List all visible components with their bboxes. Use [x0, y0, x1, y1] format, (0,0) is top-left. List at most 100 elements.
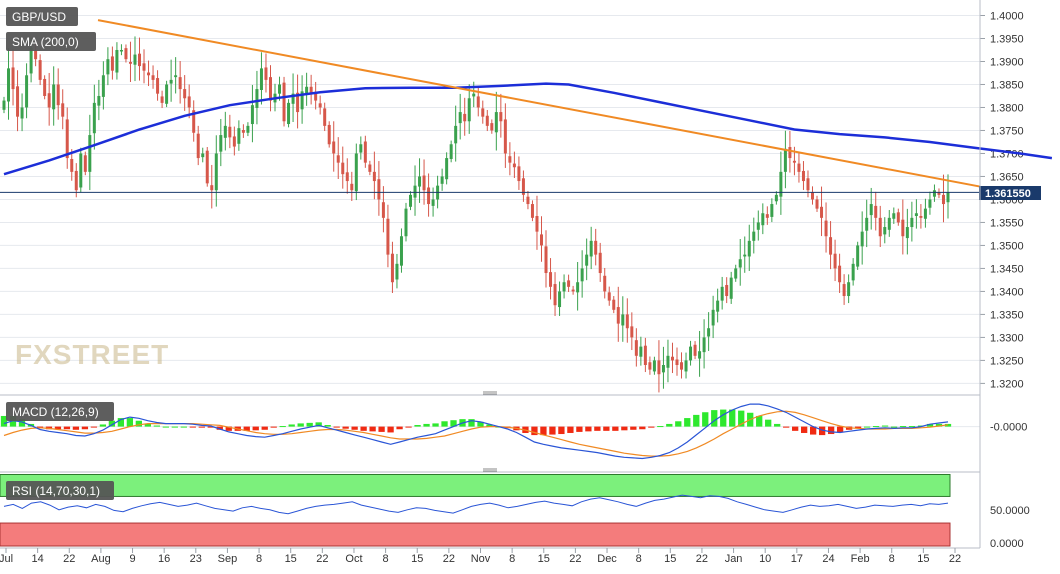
- macd-histogram-bar: [594, 426, 601, 431]
- time-tick-label: 8: [509, 553, 515, 565]
- macd-histogram-bar: [72, 426, 80, 430]
- candle-body: [928, 199, 932, 208]
- macd-histogram-bar: [567, 426, 574, 433]
- macd-histogram-bar: [81, 426, 89, 430]
- candle-body: [97, 95, 101, 106]
- candle-body: [169, 79, 173, 84]
- candle-body: [142, 63, 146, 71]
- macd-histogram-bar: [836, 426, 844, 433]
- price-tick-label: 1.3850: [990, 79, 1024, 91]
- candle-body: [160, 96, 164, 103]
- macd-histogram-bar: [432, 423, 439, 427]
- macd-histogram-bar: [630, 426, 637, 430]
- candle-body: [327, 124, 331, 145]
- price-tick-label: 1.3250: [990, 355, 1024, 367]
- candle-body: [11, 67, 15, 90]
- candle-body: [643, 345, 647, 366]
- macd-histogram-bar: [720, 409, 727, 427]
- candle-body: [639, 346, 643, 357]
- candle-body: [770, 204, 774, 217]
- candle-body: [183, 89, 187, 99]
- candle-body: [589, 240, 593, 257]
- candle-body: [409, 194, 413, 207]
- macd-histogram-bar: [414, 424, 421, 427]
- macd-histogram-bar: [926, 423, 934, 427]
- candle-body: [192, 110, 196, 133]
- macd-histogram-bar: [63, 426, 71, 430]
- time-tick-label: Jan: [725, 553, 743, 565]
- macd-histogram-bar: [648, 426, 655, 428]
- candle-body: [616, 307, 620, 324]
- candle-body: [517, 166, 521, 182]
- candle-body: [232, 136, 236, 147]
- candle-body: [246, 125, 250, 133]
- symbol-label-box: GBP/USD: [6, 7, 78, 26]
- candle-body: [512, 163, 516, 168]
- candle-body: [576, 282, 580, 293]
- candle-body: [792, 160, 796, 163]
- candle-body: [838, 265, 842, 283]
- candle-body: [829, 237, 833, 255]
- candle-body: [634, 340, 638, 356]
- macd-histogram-bar: [243, 426, 250, 431]
- time-tick-label: 24: [822, 553, 834, 565]
- rsi-oversold-zone: [0, 522, 951, 547]
- candle-body: [287, 102, 291, 125]
- watermark: FXSTREET: [15, 339, 169, 370]
- macd-histogram-bar: [378, 426, 385, 432]
- macd-histogram-bar: [738, 410, 745, 427]
- candle-body: [268, 77, 272, 101]
- time-tick-label: 15: [664, 553, 676, 565]
- time-tick-label: 22: [949, 553, 961, 565]
- macd-histogram-bar: [899, 426, 907, 428]
- macd-histogram-bar: [90, 426, 98, 428]
- candle-body: [259, 68, 263, 90]
- candle-body: [670, 356, 674, 361]
- macd-histogram-bar: [863, 426, 871, 428]
- candle-body: [539, 234, 543, 246]
- candle-body: [431, 199, 435, 206]
- macd-histogram-bar: [306, 422, 313, 427]
- candle-body: [887, 217, 891, 230]
- price-tick-label: 1.3300: [990, 332, 1024, 344]
- candle-body: [38, 60, 42, 80]
- candle-body: [2, 100, 6, 110]
- candle-body: [88, 135, 92, 172]
- time-tick-label: 16: [158, 553, 170, 565]
- candle-body: [752, 231, 756, 241]
- candle-body: [874, 205, 878, 218]
- macd-histogram-bar: [360, 426, 367, 431]
- candle-body: [684, 360, 688, 372]
- time-tick-label: 15: [538, 553, 550, 565]
- macd-histogram-bar: [549, 426, 556, 435]
- candle-body: [418, 176, 422, 187]
- candle-body: [454, 125, 458, 144]
- candle-body: [607, 292, 611, 301]
- candle-body: [210, 185, 214, 191]
- candle-body: [801, 170, 805, 182]
- candle-body: [223, 125, 227, 138]
- time-tick-label: Sep: [218, 553, 238, 565]
- candle-body: [783, 148, 787, 172]
- candle-body: [458, 112, 462, 124]
- candle-body: [562, 282, 566, 292]
- candle-body: [856, 245, 860, 267]
- price-tick-label: 1.3550: [990, 217, 1024, 229]
- time-tick-label: 22: [696, 553, 708, 565]
- candle-body: [377, 179, 381, 200]
- time-tick-label: Dec: [597, 553, 617, 565]
- candle-body: [29, 47, 33, 74]
- resistance-trendline[interactable]: [97, 19, 981, 188]
- candle-body: [345, 172, 349, 182]
- sma-label: SMA (200,0): [12, 35, 79, 49]
- candle-body: [594, 240, 598, 255]
- macd-histogram-bar: [702, 412, 709, 427]
- macd-histogram-bar: [126, 418, 134, 427]
- pane-divider-1[interactable]: [0, 391, 980, 396]
- pane-divider-2[interactable]: [0, 468, 980, 473]
- time-tick-label: 8: [636, 553, 642, 565]
- candle-body: [847, 282, 851, 297]
- macd-histogram-bar: [540, 426, 547, 436]
- candle-body: [65, 119, 69, 159]
- macd-histogram-bar: [684, 418, 691, 427]
